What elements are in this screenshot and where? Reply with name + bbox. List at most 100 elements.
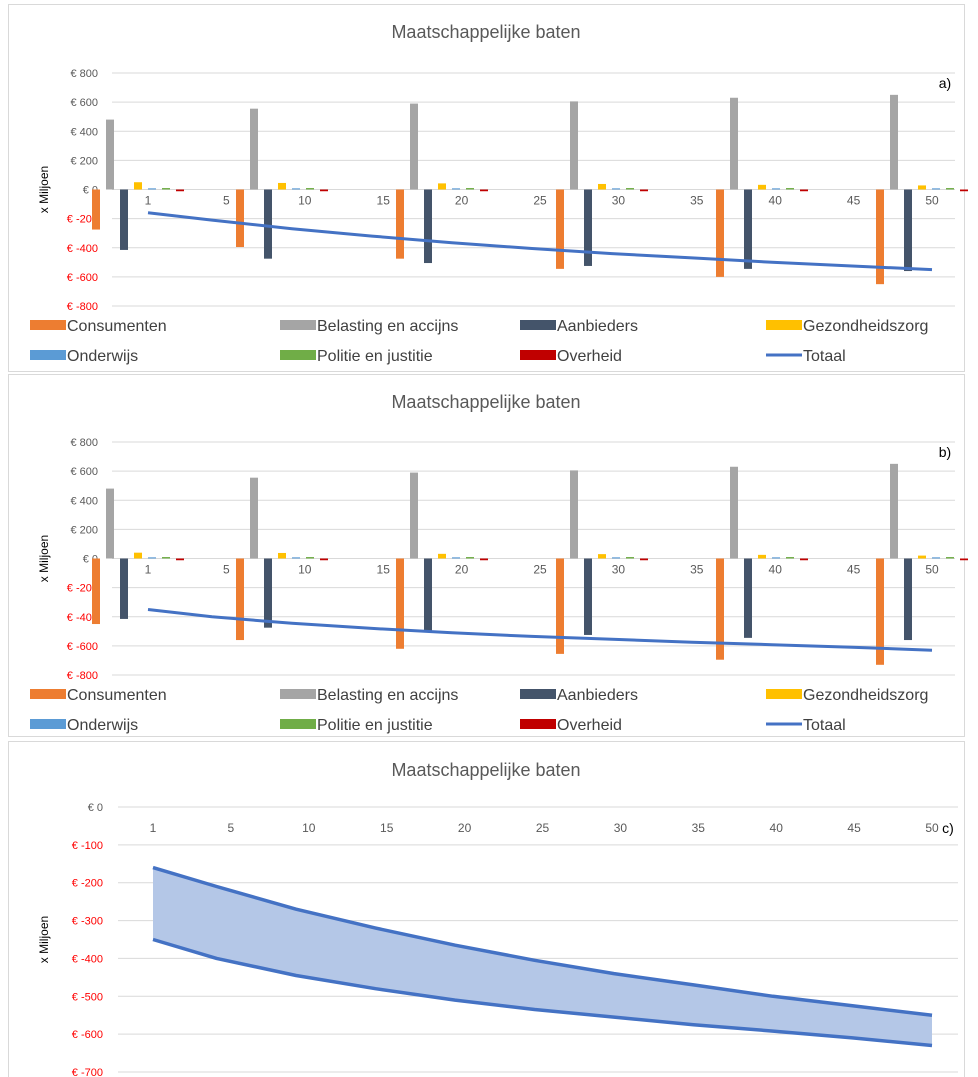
bar-politie-en-justitie <box>466 188 474 190</box>
bar-consumenten <box>236 558 244 641</box>
bar-belasting-en-accijns <box>106 488 114 559</box>
bar-consumenten <box>876 558 884 665</box>
y-tick-label: € 800 <box>70 68 98 80</box>
bar-belasting-en-accijns <box>570 101 578 190</box>
y-tick-label: € 600 <box>70 97 98 109</box>
legend-label: Belasting en accijns <box>317 687 458 704</box>
y-tick-label: € 0 <box>88 802 103 814</box>
bar-consumenten <box>876 189 884 285</box>
y-tick-label: € -200 <box>67 583 98 595</box>
bar-gezondheidszorg <box>438 553 446 559</box>
x-tick-label: 10 <box>298 563 312 577</box>
bar-politie-en-justitie <box>306 188 314 190</box>
x-tick-label: 20 <box>458 821 472 835</box>
bar-gezondheidszorg <box>918 185 926 190</box>
y-tick-label: € 800 <box>70 437 98 449</box>
x-tick-label: 40 <box>769 563 783 577</box>
bar-consumenten <box>716 558 724 660</box>
x-tick-label: 1 <box>150 821 157 835</box>
chart-title: Maatschappelijke baten <box>391 760 580 780</box>
y-tick-label: € -800 <box>67 670 98 682</box>
bar-overheid <box>480 189 488 192</box>
bar-politie-en-justitie <box>626 188 634 190</box>
bar-onderwijs <box>612 188 620 190</box>
y-tick-label: € 200 <box>70 155 98 167</box>
y-tick-label: € -100 <box>72 840 103 852</box>
bar-gezondheidszorg <box>278 552 286 559</box>
bar-belasting-en-accijns <box>890 94 898 190</box>
y-tick-label: € -500 <box>72 991 103 1003</box>
y-tick-label: € -600 <box>67 272 98 284</box>
x-tick-label: 40 <box>769 194 783 208</box>
bar-belasting-en-accijns <box>250 108 258 190</box>
bar-onderwijs <box>932 557 940 559</box>
bar-overheid <box>176 558 184 561</box>
bar-aanbieders <box>584 558 592 635</box>
bar-aanbieders <box>744 189 752 269</box>
legend-label: Gezondheidszorg <box>803 687 928 704</box>
panel-label: b) <box>939 444 951 460</box>
legend-label: Overheid <box>557 348 622 365</box>
legend-label: Onderwijs <box>67 348 138 365</box>
legend-swatch <box>766 320 802 330</box>
bar-overheid <box>640 189 648 192</box>
bar-overheid <box>176 189 184 192</box>
legend-swatch <box>30 689 66 699</box>
bar-consumenten <box>92 558 100 625</box>
legend-swatch <box>30 320 66 330</box>
bar-aanbieders <box>264 189 272 259</box>
y-tick-label: € -700 <box>72 1067 103 1077</box>
bar-onderwijs <box>148 188 156 190</box>
legend-label: Totaal <box>803 717 846 734</box>
bar-overheid <box>960 558 968 561</box>
bar-consumenten <box>92 189 100 230</box>
x-tick-label: 10 <box>298 194 312 208</box>
x-tick-label: 50 <box>925 563 939 577</box>
y-tick-label: € -300 <box>72 916 103 928</box>
chart-frame <box>8 374 965 737</box>
x-tick-label: 25 <box>533 194 547 208</box>
x-tick-label: 45 <box>847 821 861 835</box>
legend-swatch <box>30 350 66 360</box>
bar-gezondheidszorg <box>598 183 606 190</box>
bar-consumenten <box>396 189 404 259</box>
legend-label: Onderwijs <box>67 717 138 734</box>
legend-swatch <box>520 689 556 699</box>
x-tick-label: 45 <box>847 194 861 208</box>
chart-panel-c: Maatschappelijke baten € 0 € -100 € -200 € -… <box>8 741 965 1077</box>
chart-frame <box>8 4 965 372</box>
y-tick-label: € 400 <box>70 126 98 138</box>
legend-label: Overheid <box>557 717 622 734</box>
bar-politie-en-justitie <box>466 557 474 559</box>
bar-aanbieders <box>120 189 128 250</box>
bar-aanbieders <box>904 558 912 641</box>
band-lower-line <box>152 937 933 1048</box>
bar-onderwijs <box>292 557 300 559</box>
y-tick-label: € -200 <box>67 214 98 226</box>
bar-gezondheidszorg <box>134 182 142 190</box>
x-tick-label: 15 <box>377 194 391 208</box>
y-axis-label: x Miljoen <box>37 166 51 213</box>
bar-overheid <box>800 189 808 192</box>
bar-aanbieders <box>120 558 128 619</box>
bar-onderwijs <box>452 188 460 190</box>
series-line-totaal <box>147 211 933 272</box>
bar-consumenten <box>716 189 724 277</box>
bar-politie-en-justitie <box>786 188 794 190</box>
x-tick-label: 45 <box>847 563 861 577</box>
x-tick-label: 5 <box>223 194 230 208</box>
bar-politie-en-justitie <box>162 557 170 559</box>
chart-title: Maatschappelijke baten <box>391 22 580 42</box>
x-tick-label: 20 <box>455 563 469 577</box>
bar-belasting-en-accijns <box>570 470 578 559</box>
bar-aanbieders <box>424 189 432 264</box>
bar-onderwijs <box>452 557 460 559</box>
bar-gezondheidszorg <box>758 554 766 559</box>
y-tick-label: € 400 <box>70 495 98 507</box>
bar-aanbieders <box>264 558 272 628</box>
bar-aanbieders <box>744 558 752 638</box>
bar-overheid <box>320 558 328 561</box>
bar-gezondheidszorg <box>278 182 286 190</box>
x-tick-label: 5 <box>228 821 235 835</box>
